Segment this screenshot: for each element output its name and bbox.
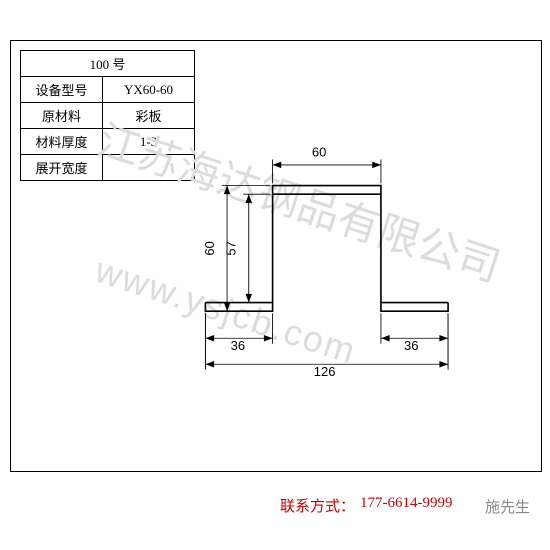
row-value: YX60-60	[103, 77, 195, 103]
row-value: 彩板	[103, 103, 195, 129]
dim-label-flange_right: 36	[404, 338, 418, 353]
contact-phone: 177-6614-9999	[360, 495, 453, 512]
dim-label-height_inner: 57	[224, 241, 239, 255]
table-row: 展开宽度	[21, 155, 195, 181]
dim-label-flange_left: 36	[231, 338, 245, 353]
profile-drawing: 60 57 60 36 36 126	[170, 140, 490, 400]
row-label: 原材料	[21, 103, 103, 129]
table-row: 材料厚度1-3	[21, 129, 195, 155]
contact-label: 联系方式：	[280, 495, 355, 516]
table-row: 设备型号YX60-60	[21, 77, 195, 103]
contact-name: 施先生	[485, 496, 530, 517]
info-table: 100 号 设备型号YX60-60 原材料彩板 材料厚度1-3 展开宽度	[20, 50, 195, 181]
dim-label-top_width: 60	[312, 144, 326, 159]
table-header: 100 号	[21, 51, 195, 77]
row-label: 材料厚度	[21, 129, 103, 155]
row-label: 设备型号	[21, 77, 103, 103]
dim-label-height_outer: 60	[202, 241, 217, 255]
row-label: 展开宽度	[21, 155, 103, 181]
table-row: 原材料彩板	[21, 103, 195, 129]
dim-label-total_width: 126	[314, 364, 336, 379]
